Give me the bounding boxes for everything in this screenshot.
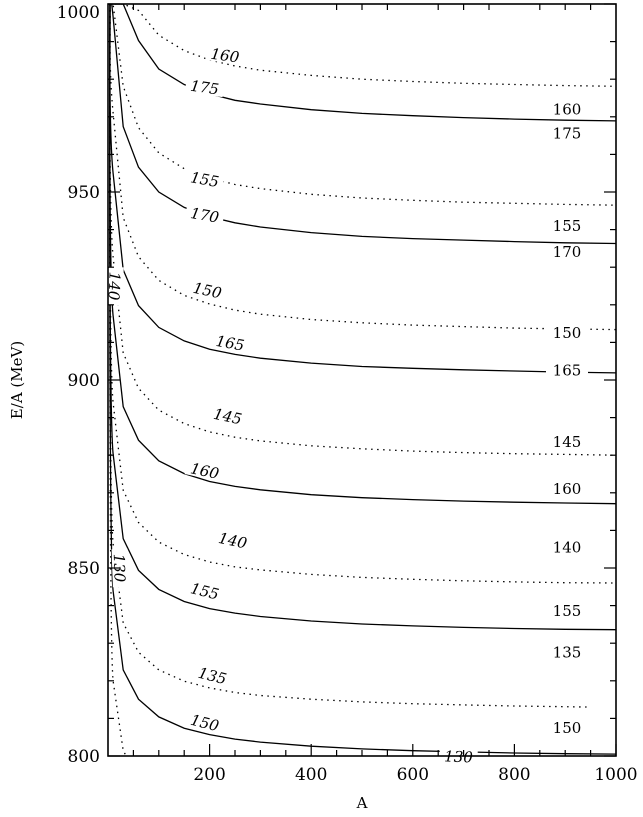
- right-edge-label-1: 175: [553, 125, 582, 143]
- svg-text:150: 150: [189, 711, 222, 736]
- svg-text:165: 165: [214, 332, 245, 355]
- contour-line-solid-155: [109, 4, 616, 631]
- right-edge-label-bg-5: [546, 362, 588, 379]
- x-tick-label-1000: 1000: [594, 765, 637, 785]
- right-edge-label-10: 135: [553, 644, 582, 662]
- contour-label-solid-155: 155: [184, 578, 226, 604]
- y-tick-label-1000: 1000: [57, 3, 100, 23]
- right-edge-label-bg-7: [546, 481, 588, 497]
- right-edge-label-4: 150: [553, 324, 582, 342]
- svg-text:160: 160: [210, 45, 241, 67]
- contour-label-solid-160: 160: [184, 458, 226, 483]
- contour-lines: [109, 4, 616, 756]
- x-tick-label-200: 200: [193, 765, 225, 785]
- contour-label-dotted-135: 135: [192, 662, 233, 688]
- svg-text:160: 160: [189, 459, 221, 483]
- contour-line-dotted-150: [109, 4, 616, 331]
- contour-label-solid-175: 175: [184, 76, 225, 99]
- right-edge-label-5: 165: [553, 362, 582, 380]
- right-edge-label-bg-0: [546, 101, 588, 118]
- y-tick-label-950: 950: [68, 183, 100, 203]
- contour-labels: 160 175 155 170 150 165 145 160 140 155 135 150 130 1…: [105, 44, 588, 766]
- svg-text:175: 175: [189, 77, 220, 99]
- contour-line-dotted-155: [109, 4, 616, 206]
- right-edge-label-0: 160: [553, 100, 582, 118]
- contour-label-dotted-155: 155: [184, 167, 225, 191]
- plot-frame: [107, 3, 617, 757]
- contour-line-dotted-135: [109, 4, 591, 708]
- svg-text:170: 170: [189, 204, 221, 227]
- contour-label-solid-140: 140: [105, 266, 124, 306]
- svg-text:155: 155: [189, 579, 221, 603]
- right-edge-label-bg-2: [546, 217, 588, 234]
- right-edge-label-7: 160: [553, 480, 582, 498]
- contour-line-dotted-130: [109, 4, 128, 756]
- contour-line-dotted-140: [109, 4, 616, 584]
- right-edge-label-9: 155: [553, 602, 582, 620]
- contour-label-solid-150: 150: [184, 709, 226, 736]
- y-tick-label-800: 800: [68, 747, 100, 767]
- contour-line-solid-160: [109, 4, 616, 505]
- contour-line-dotted-145: [109, 4, 616, 456]
- y-tick-label-850: 850: [68, 559, 100, 579]
- right-edge-label-8: 140: [553, 538, 582, 556]
- right-edge-label-bg-1: [546, 125, 588, 142]
- right-edge-label-bg-11: [546, 719, 588, 736]
- contour-label-dotted-160: 160: [205, 44, 246, 67]
- contour-label-solid-170: 170: [184, 203, 225, 227]
- axis-ticks: 200 400 600 800 1000 800 850 900 950 1000: [57, 3, 638, 785]
- contour-label-dotted-140: 140: [212, 527, 254, 553]
- right-edge-label-bg-8: [546, 539, 588, 556]
- contour-line-solid-170: [109, 4, 616, 245]
- right-edge-label-bg-3: [546, 244, 588, 261]
- right-edge-label-bg-4: [546, 325, 588, 341]
- right-edge-label-11: 150: [553, 719, 582, 737]
- contour-label-dotted-130: 130: [439, 747, 478, 766]
- svg-text:140: 140: [217, 529, 249, 553]
- right-edge-label-bg-6: [546, 434, 588, 450]
- svg-text:155: 155: [189, 168, 220, 191]
- contour-label-dotted-145: 145: [207, 403, 249, 429]
- right-edge-label-3: 170: [553, 243, 582, 261]
- y-tick-label-900: 900: [68, 371, 100, 391]
- x-tick-label-800: 800: [498, 765, 530, 785]
- svg-text:140: 140: [105, 271, 124, 301]
- svg-text:150: 150: [191, 279, 223, 303]
- right-edge-label-bg-9: [546, 603, 588, 620]
- contour-line-solid-175: [109, 4, 616, 122]
- x-axis-label: A: [356, 794, 368, 812]
- right-edge-label-bg-10: [546, 644, 588, 661]
- svg-text:135: 135: [196, 664, 228, 688]
- contour-label-dotted-150: 150: [187, 277, 228, 303]
- contour-line-solid-150: [109, 4, 616, 755]
- x-tick-label-600: 600: [397, 765, 429, 785]
- y-axis-label: E/A (MeV): [8, 341, 26, 419]
- x-tick-label-400: 400: [295, 765, 327, 785]
- right-edge-label-2: 155: [553, 217, 582, 235]
- contour-label-solid-165: 165: [210, 331, 251, 355]
- contour-line-solid-165: [109, 4, 616, 374]
- svg-text:130: 130: [444, 747, 474, 766]
- right-edge-label-6: 145: [553, 433, 582, 451]
- svg-text:145: 145: [212, 405, 244, 429]
- contour-line-dotted-160: [109, 4, 616, 87]
